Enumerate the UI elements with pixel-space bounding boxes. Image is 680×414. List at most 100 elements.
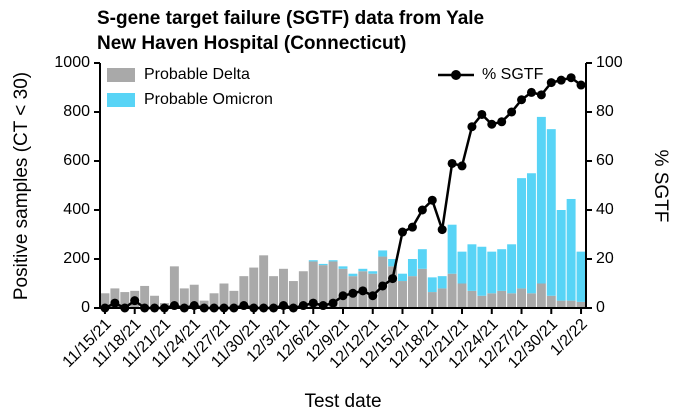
point xyxy=(298,301,308,311)
point xyxy=(278,301,288,311)
bar xyxy=(249,267,259,308)
bar xyxy=(338,266,348,269)
bar xyxy=(209,293,219,308)
bar xyxy=(437,276,447,289)
point xyxy=(308,298,318,308)
bar xyxy=(536,283,546,308)
bar xyxy=(348,273,358,277)
point xyxy=(437,225,447,235)
bar xyxy=(576,251,586,302)
point xyxy=(388,274,398,284)
legend-swatch xyxy=(107,68,135,82)
point xyxy=(288,303,298,313)
point xyxy=(159,303,169,313)
bar xyxy=(318,265,328,308)
bar xyxy=(110,288,120,308)
bar xyxy=(477,246,487,296)
bar xyxy=(566,198,576,301)
bar xyxy=(536,116,546,284)
bar xyxy=(288,281,298,308)
y-tick-label: 800 xyxy=(63,103,90,120)
y2-tick-label: 40 xyxy=(596,201,614,218)
bar xyxy=(308,261,318,308)
bar xyxy=(398,281,407,308)
bar xyxy=(447,273,457,308)
bar xyxy=(487,293,497,308)
point xyxy=(328,298,338,308)
bar xyxy=(308,260,318,262)
point xyxy=(239,301,249,311)
bar xyxy=(368,273,378,308)
bar xyxy=(507,244,517,294)
bar xyxy=(427,292,437,308)
bar xyxy=(388,259,398,267)
bar xyxy=(378,250,388,257)
point xyxy=(417,205,427,215)
bar xyxy=(467,290,477,308)
point xyxy=(358,286,368,296)
bar xyxy=(269,276,279,308)
bar xyxy=(368,271,378,274)
point xyxy=(477,109,487,119)
point xyxy=(536,90,546,100)
y-tick-label: 200 xyxy=(63,250,90,267)
legend-label: Probable Delta xyxy=(144,66,250,83)
point xyxy=(526,87,536,97)
bar xyxy=(169,266,179,308)
bar xyxy=(229,290,239,308)
bar xyxy=(427,277,437,293)
bar xyxy=(526,293,536,308)
bar xyxy=(556,210,566,301)
point xyxy=(576,80,586,90)
point xyxy=(169,301,179,311)
bar xyxy=(457,283,467,308)
point xyxy=(467,122,477,132)
bar xyxy=(517,288,526,308)
bar xyxy=(417,268,427,308)
legend-swatch xyxy=(451,70,461,80)
bar xyxy=(318,263,328,266)
point xyxy=(457,161,467,171)
bar xyxy=(407,259,417,277)
point xyxy=(229,303,239,313)
bar xyxy=(358,268,368,272)
legend-label: % SGTF xyxy=(482,66,544,83)
point xyxy=(100,303,110,313)
bar xyxy=(546,295,556,308)
point xyxy=(378,281,388,291)
y2-tick-label: 20 xyxy=(596,250,614,267)
y2-tick-label: 0 xyxy=(596,299,605,316)
point xyxy=(338,291,348,301)
point xyxy=(398,227,408,237)
y2-tick-label: 60 xyxy=(596,152,614,169)
point xyxy=(249,303,259,313)
y2-tick-label: 100 xyxy=(596,54,623,71)
y2-axis-label: % SGTF xyxy=(650,150,671,223)
bar xyxy=(150,295,160,308)
bar xyxy=(467,244,477,291)
bar xyxy=(140,285,150,308)
bar xyxy=(497,290,507,308)
point xyxy=(209,303,219,313)
point xyxy=(130,296,140,306)
bar xyxy=(259,255,269,308)
bar xyxy=(338,268,348,308)
bar xyxy=(398,273,407,282)
y-tick-label: 1000 xyxy=(54,54,90,71)
point xyxy=(219,303,229,313)
point xyxy=(427,195,437,205)
point xyxy=(507,107,517,117)
bar xyxy=(239,276,249,308)
point xyxy=(318,301,328,311)
y-tick-label: 600 xyxy=(63,152,90,169)
bar xyxy=(546,129,556,296)
point xyxy=(517,95,527,105)
bar xyxy=(556,300,566,308)
bar xyxy=(120,292,130,308)
y2-tick-label: 80 xyxy=(596,103,614,120)
point xyxy=(189,301,199,311)
point xyxy=(150,303,160,313)
bar xyxy=(189,284,199,308)
bar xyxy=(447,224,457,274)
